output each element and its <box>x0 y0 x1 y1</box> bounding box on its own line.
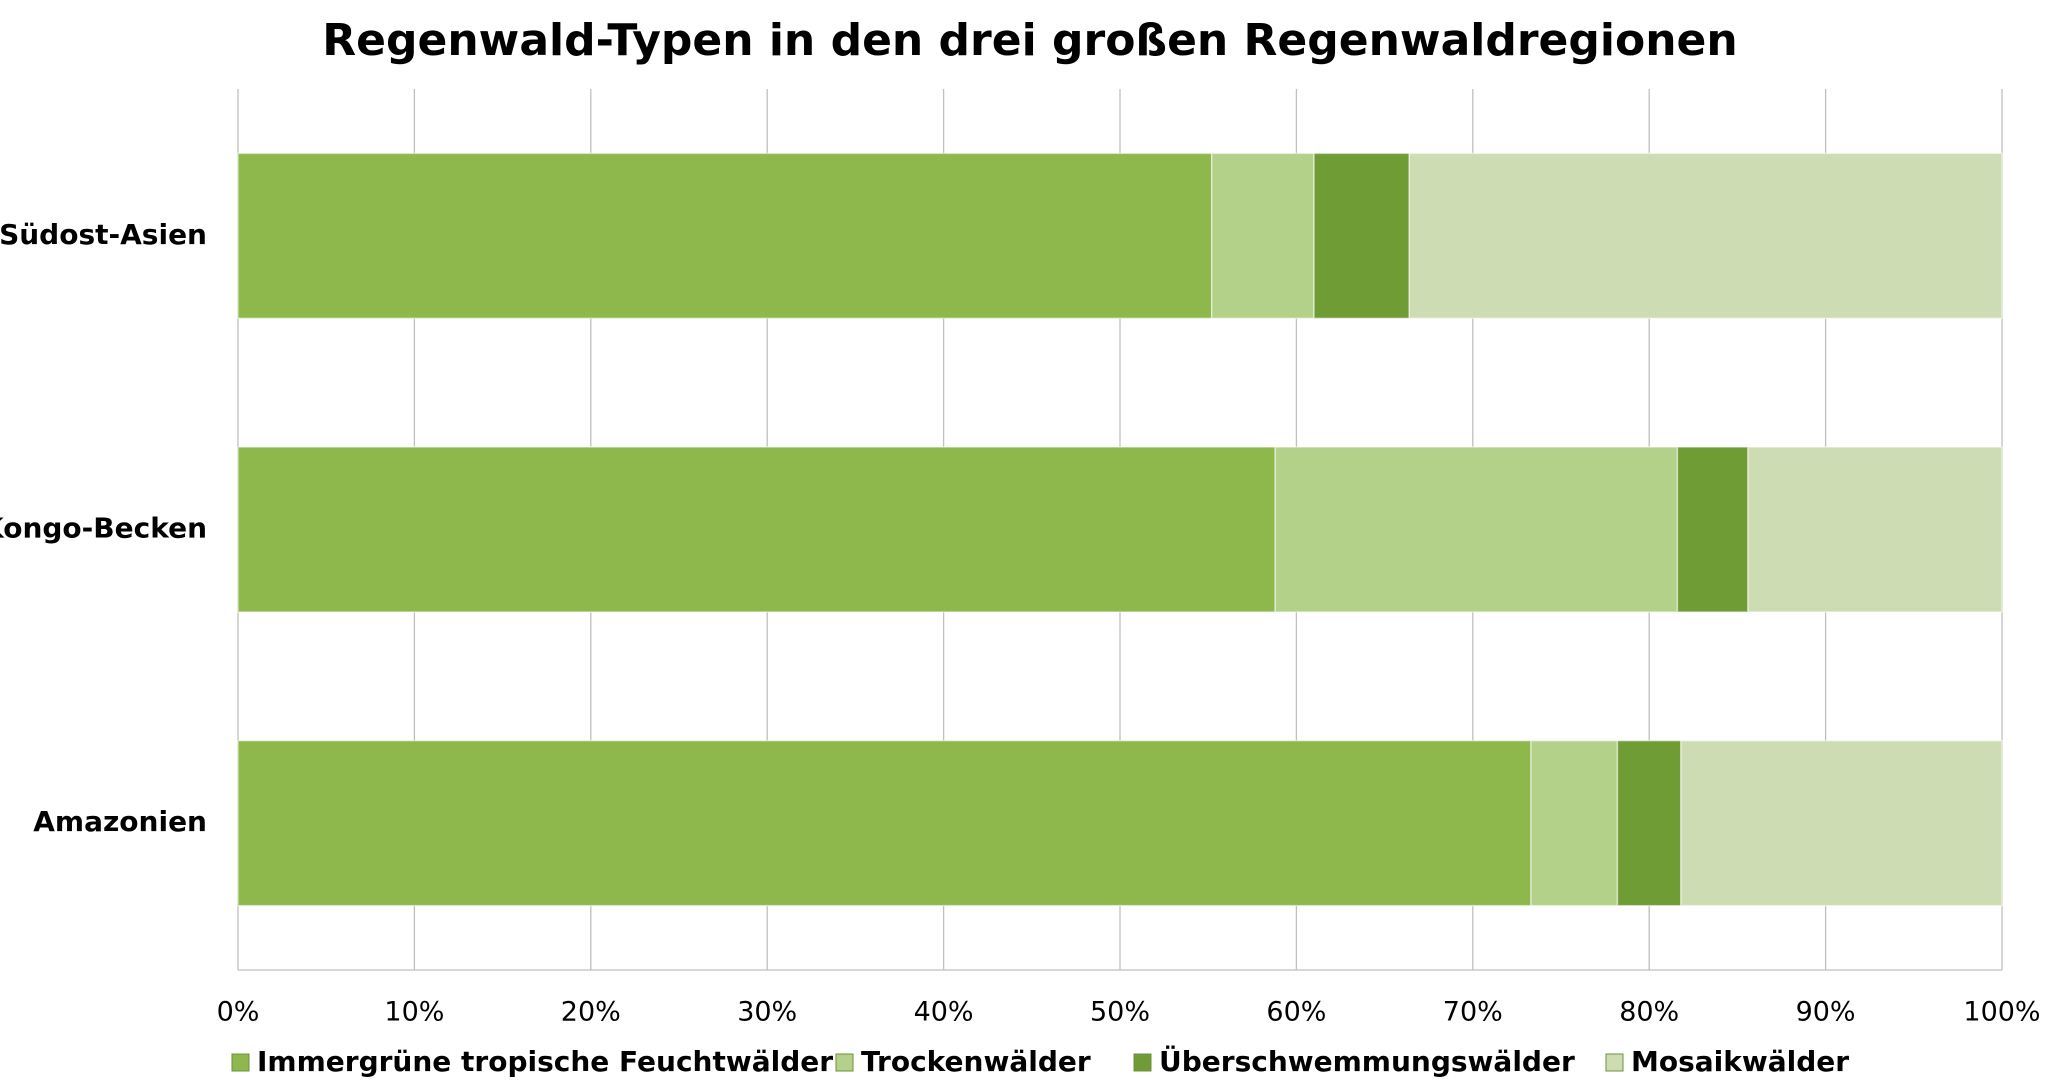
legend-swatch <box>1133 1053 1152 1072</box>
bar-segment <box>237 152 1213 320</box>
legend-label: Überschwemmungswälder <box>1159 1044 1575 1078</box>
x-tick-label: 60% <box>1266 997 1326 1028</box>
legend-label: Immergrüne tropische Feuchtwälder <box>257 1045 833 1078</box>
y-tick-label: Kongo-Becken <box>0 512 207 545</box>
bar-segment <box>237 739 1532 907</box>
x-tick-label: 80% <box>1619 997 1679 1028</box>
bar-segment <box>1313 152 1411 320</box>
bar-segment <box>1616 739 1682 907</box>
bar-segment <box>1408 152 2003 320</box>
bar-segment <box>1676 446 1749 613</box>
legend-swatch <box>835 1053 854 1072</box>
y-tick-label: Südost-Asien <box>0 218 207 251</box>
legend-swatch <box>1605 1053 1624 1072</box>
x-tick-label: 100% <box>1963 997 2040 1028</box>
bar-segment <box>1530 739 1619 907</box>
x-tick-label: 40% <box>914 997 974 1028</box>
bar-segment <box>1274 446 1679 613</box>
bar-segment <box>1680 739 2003 907</box>
y-tick-label: Amazonien <box>33 805 207 838</box>
x-tick-label: 20% <box>561 997 621 1028</box>
bar-segment <box>237 446 1276 613</box>
bar-segment <box>1747 446 2003 613</box>
x-tick-label: 70% <box>1443 997 1503 1028</box>
legend-label: Mosaikwälder <box>1631 1045 1849 1078</box>
x-tick-label: 90% <box>1796 997 1856 1028</box>
legend-label: Trockenwälder <box>861 1045 1091 1078</box>
x-tick-label: 10% <box>384 997 444 1028</box>
x-tick-label: 50% <box>1090 997 1150 1028</box>
chart-title: Regenwald-Typen in den drei großen Regen… <box>322 15 1737 66</box>
x-tick-label: 0% <box>217 997 260 1028</box>
legend-swatch <box>231 1053 250 1072</box>
x-tick-label: 30% <box>737 997 797 1028</box>
bar-segment <box>1210 152 1315 320</box>
